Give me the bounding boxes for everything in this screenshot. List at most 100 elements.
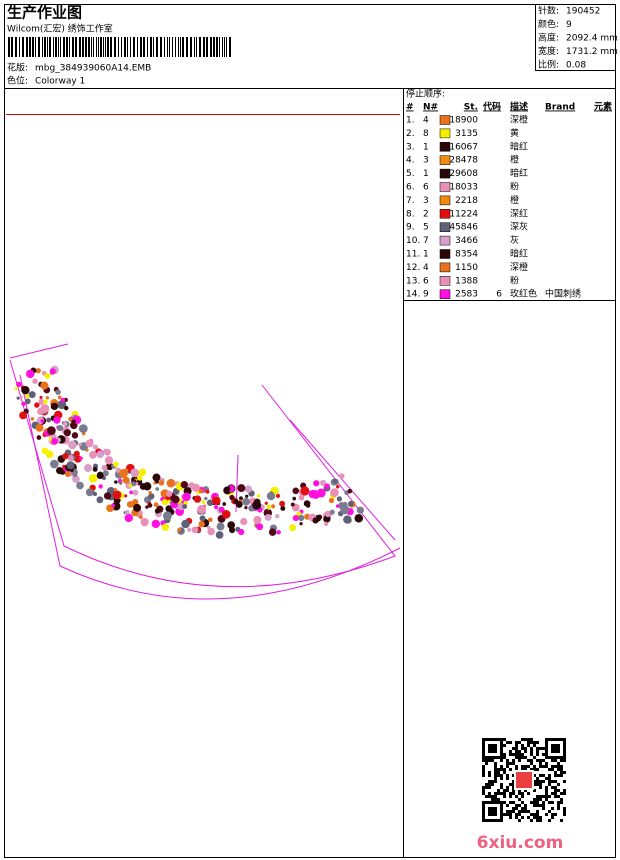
qr-module — [503, 744, 506, 747]
qr-module — [491, 744, 494, 747]
qr-module — [485, 819, 488, 822]
qr-module — [515, 750, 518, 753]
qr-module — [506, 813, 509, 816]
motif-dot — [205, 489, 210, 494]
qr-module — [557, 807, 560, 810]
bar-stripe — [172, 37, 173, 57]
motif-dot — [43, 399, 48, 405]
motif-dot — [49, 368, 56, 375]
qr-module — [557, 789, 560, 792]
motif-dot — [32, 378, 38, 384]
qr-module — [506, 786, 509, 789]
qr-module — [491, 783, 494, 786]
row-index: 6. — [406, 183, 415, 193]
qr-module — [521, 816, 524, 819]
qr-module — [536, 813, 539, 816]
qr-module — [560, 759, 563, 762]
qr-module — [536, 768, 539, 771]
bar-stripe — [53, 37, 54, 57]
row-stitches: 1150 — [455, 263, 478, 273]
qr-module — [491, 780, 494, 783]
row-index: 2. — [406, 129, 415, 139]
qr-module — [482, 792, 485, 795]
bar-stripe — [190, 37, 192, 57]
row-needle: 6 — [423, 276, 429, 286]
motif-dot — [225, 486, 231, 492]
motif-dot — [207, 517, 213, 523]
row-index: 11. — [406, 250, 420, 260]
qr-module — [521, 792, 524, 795]
bar-stripe — [213, 37, 215, 57]
qr-module — [515, 747, 518, 750]
motif-dot — [299, 522, 303, 526]
motif-dot — [182, 504, 188, 509]
qr-module — [482, 813, 485, 816]
bar-stripe — [60, 37, 61, 57]
motif-dot — [57, 425, 64, 432]
qr-module — [488, 750, 491, 753]
qr-module — [488, 810, 491, 813]
motif-dot — [268, 528, 277, 536]
row-desc: 玫红色 — [510, 288, 537, 300]
qr-module — [545, 744, 548, 747]
row-stitches: 2218 — [455, 196, 478, 206]
qr-module — [488, 771, 491, 774]
qr-module — [509, 810, 512, 813]
motif-dot — [197, 504, 207, 514]
motif-dot — [214, 505, 219, 510]
row-desc: 暗红 — [510, 248, 528, 260]
motif-dot — [328, 497, 335, 504]
bar-stripe — [8, 37, 10, 57]
motif-dot — [356, 506, 364, 514]
qr-module — [518, 819, 521, 822]
motif-dot — [177, 527, 182, 532]
motif-dot — [298, 514, 305, 522]
qr-module — [506, 759, 509, 762]
motif-dot — [215, 531, 224, 539]
qr-module — [497, 819, 500, 822]
motif-dot — [34, 402, 40, 408]
watermark: 6xiu.com — [477, 833, 564, 853]
row-needle: 9 — [423, 290, 429, 300]
qr-module — [560, 801, 563, 804]
qr-module — [494, 780, 497, 783]
qr-module — [482, 774, 485, 777]
row-stitches: 11224 — [449, 209, 478, 219]
qr-module — [506, 774, 509, 777]
qr-module — [485, 795, 488, 798]
motif-dot — [125, 510, 130, 515]
qr-module — [515, 768, 518, 771]
qr-module — [482, 786, 485, 789]
row-stitches: 8354 — [455, 250, 478, 260]
qr-module — [482, 801, 485, 804]
qr-module — [497, 798, 500, 801]
motif-dot — [347, 488, 353, 494]
qr-module — [560, 774, 563, 777]
motif-dot — [191, 483, 200, 492]
column-header: Brand — [545, 103, 575, 113]
motif-dot — [244, 485, 252, 493]
qr-module — [521, 738, 524, 741]
qr-module — [512, 807, 515, 810]
qr-module — [527, 816, 530, 819]
qr-module — [554, 747, 557, 750]
qr-module — [500, 777, 503, 780]
qr-module — [545, 753, 548, 756]
qr-module — [563, 807, 566, 810]
motif-dot — [237, 484, 246, 493]
motif-dot — [39, 395, 43, 399]
qr-module — [515, 756, 518, 759]
row-stitches: 2583 — [455, 290, 478, 300]
motif-dot — [89, 451, 97, 459]
qr-module — [521, 756, 524, 759]
motif-dot — [16, 381, 22, 388]
qr-module — [551, 759, 554, 762]
row-index: 13. — [406, 276, 420, 286]
qr-module — [533, 741, 536, 744]
motif-dot — [275, 493, 280, 498]
motif-dot — [151, 519, 161, 529]
bar-stripe — [140, 37, 142, 57]
motif-dot — [292, 496, 297, 501]
motif-dot — [79, 456, 83, 461]
qr-module — [542, 795, 545, 798]
